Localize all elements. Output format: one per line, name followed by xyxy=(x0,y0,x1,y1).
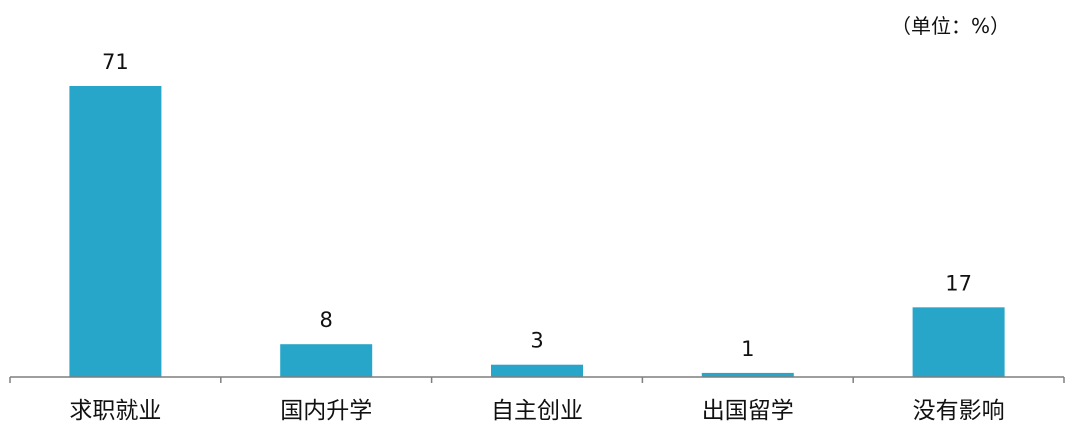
category-label-5: 没有影响 xyxy=(913,398,1005,423)
value-label-5: 17 xyxy=(945,271,972,295)
value-labels-layer: 71 8 3 1 17 xyxy=(102,50,972,361)
category-labels-layer: 求职就业 国内升学 自主创业 出国留学 没有影响 xyxy=(69,398,1005,424)
bar-3 xyxy=(491,364,583,377)
x-axis xyxy=(9,376,1065,383)
bar-4 xyxy=(701,372,794,377)
category-label-2: 国内升学 xyxy=(280,398,372,423)
bar-2 xyxy=(280,344,373,377)
value-label-2: 8 xyxy=(320,308,333,332)
unit-label: （单位：%） xyxy=(890,14,1010,38)
category-label-4: 出国留学 xyxy=(702,398,794,423)
value-label-1: 71 xyxy=(102,50,129,74)
category-label-1: 求职就业 xyxy=(69,398,161,423)
value-label-4: 1 xyxy=(741,337,754,361)
bars-layer xyxy=(69,86,1005,377)
category-label-3: 自主创业 xyxy=(491,398,583,423)
bar-1 xyxy=(69,86,162,377)
bar-5 xyxy=(912,307,1005,377)
value-label-3: 3 xyxy=(530,329,543,353)
